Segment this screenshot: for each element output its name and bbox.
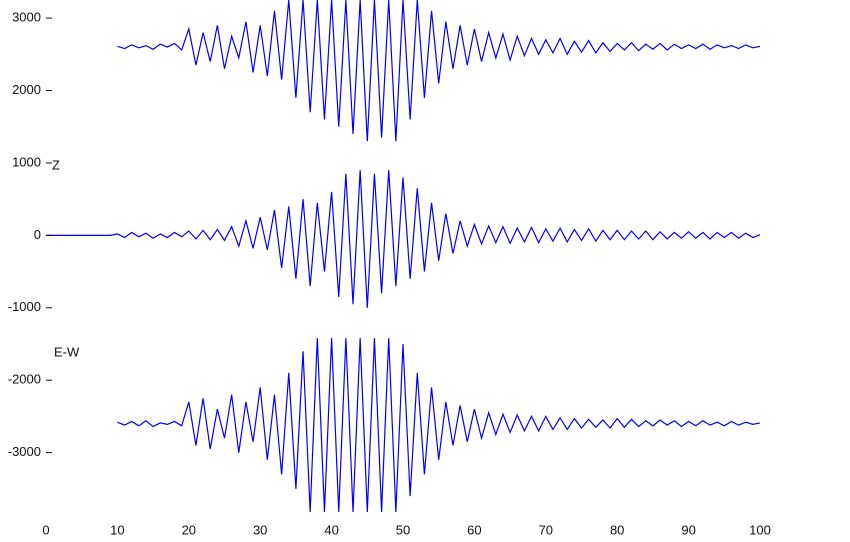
y-tick-label: 0 bbox=[34, 227, 41, 242]
x-tick-label: 10 bbox=[110, 522, 124, 537]
x-tick-label: 0 bbox=[42, 522, 49, 537]
y-tick-label: -2000 bbox=[8, 372, 41, 387]
y-tick-label: 2000 bbox=[12, 82, 41, 97]
x-tick-label: 50 bbox=[396, 522, 410, 537]
x-tick-label: 60 bbox=[467, 522, 481, 537]
x-tick-label: 80 bbox=[610, 522, 624, 537]
y-tick-label: 1000 bbox=[12, 154, 41, 169]
trace bbox=[117, 338, 761, 512]
x-tick-label: 100 bbox=[749, 522, 771, 537]
traces bbox=[46, 0, 761, 512]
annotation: E-W bbox=[54, 344, 80, 359]
x-tick-label: 70 bbox=[539, 522, 553, 537]
x-tick-label: 30 bbox=[253, 522, 267, 537]
y-tick-label: -1000 bbox=[8, 299, 41, 314]
x-tick-label: 20 bbox=[182, 522, 196, 537]
y-tick-label: -3000 bbox=[8, 444, 41, 459]
x-tick-label: 90 bbox=[681, 522, 695, 537]
y-tick-label: 3000 bbox=[12, 10, 41, 25]
trace bbox=[46, 170, 761, 308]
annotation: Z bbox=[52, 157, 60, 172]
trace bbox=[117, 0, 761, 142]
x-tick-label: 40 bbox=[324, 522, 338, 537]
